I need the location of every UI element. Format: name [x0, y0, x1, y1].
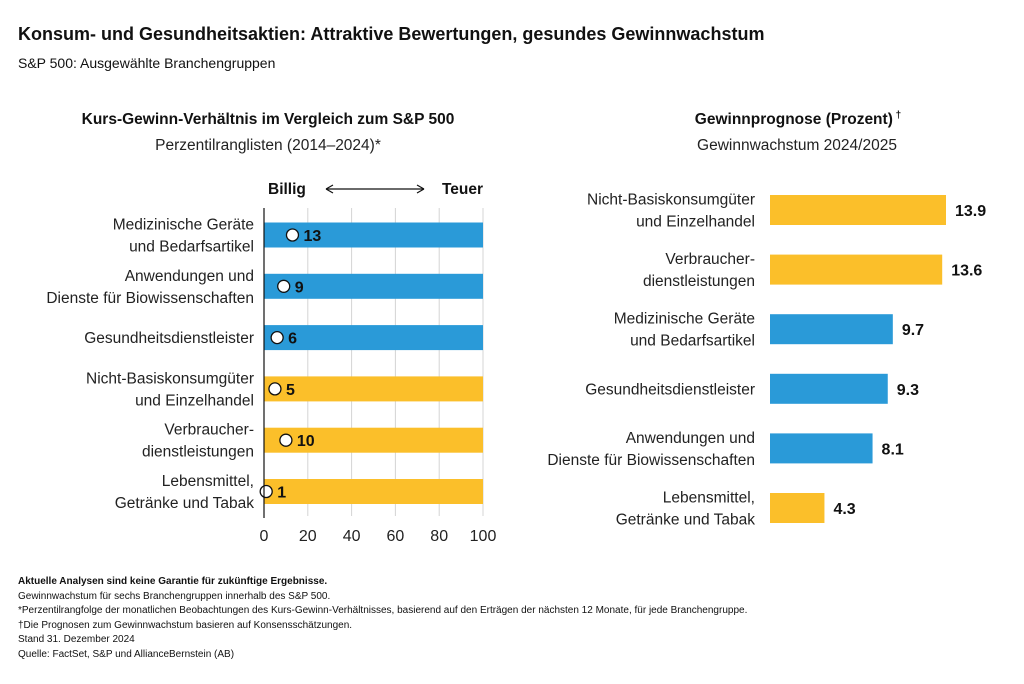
percentile-marker	[270, 330, 284, 345]
x-tick-label: 60	[387, 528, 405, 545]
growth-value-label: 13.6	[951, 263, 982, 280]
footnote-scope: Gewinnwachstum für sechs Branchengruppen…	[18, 590, 331, 602]
page-title: Konsum- und Gesundheitsaktien: Attraktiv…	[18, 24, 765, 44]
growth-bar	[770, 254, 943, 285]
footnotes: Aktuelle Analysen sind keine Garantie fü…	[18, 575, 747, 663]
left-category-label: Gesundheitsdienstleister	[84, 330, 254, 347]
left-category-label: dienstleistungen	[142, 444, 254, 461]
x-tick-label: 40	[343, 528, 361, 545]
x-tick-label: 80	[430, 528, 448, 545]
left-category-label: Anwendungen und	[125, 268, 254, 285]
footnote-disclaimer: Aktuelle Analysen sind keine Garantie fü…	[18, 576, 328, 587]
footnote-source: Quelle: FactSet, S&P und AllianceBernste…	[18, 648, 235, 660]
scale-arrow-left-head	[325, 184, 334, 194]
percentile-bar	[264, 273, 483, 299]
growth-value-label: 4.3	[833, 501, 855, 518]
left-category-label: Dienste für Biowissenschaften	[46, 290, 254, 307]
growth-value-label: 9.3	[897, 382, 919, 399]
scale-arrow-right-head	[416, 184, 425, 194]
right-category-label: Nicht-Basiskonsumgüter	[587, 192, 755, 209]
x-tick-label: 20	[299, 528, 317, 545]
right-category-label: Getränke und Tabak	[616, 512, 756, 529]
percentile-bar	[264, 376, 483, 402]
scale-left-label: Billig	[268, 181, 306, 198]
percentile-bar	[264, 479, 483, 504]
left-category-label: Lebensmittel,	[162, 473, 254, 490]
growth-bar	[770, 314, 893, 345]
percentile-marker	[268, 382, 282, 396]
percentile-marker	[277, 279, 291, 293]
footnote-date: Stand 31. Dezember 2024	[18, 634, 135, 646]
growth-bar	[770, 373, 888, 404]
right-category-label: dienstleistungen	[643, 273, 755, 290]
percentile-value-label: 5	[286, 382, 295, 399]
right-category-label: und Bedarfsartikel	[630, 333, 755, 350]
left-category-label: und Bedarfsartikel	[129, 239, 254, 256]
footnote-dagger: †Die Prognosen zum Gewinnwachstum basier…	[18, 619, 353, 631]
left-category-label: Nicht-Basiskonsumgüter	[86, 370, 254, 387]
percentile-value-label: 13	[303, 228, 321, 245]
percentile-marker	[259, 484, 273, 499]
percentile-value-label: 10	[297, 433, 315, 450]
right-category-label: Verbraucher-	[665, 251, 755, 268]
left-category-label: und Einzelhandel	[135, 392, 254, 409]
right-category-label: Dienste für Biowissenschaften	[547, 452, 755, 469]
x-tick-label: 100	[470, 528, 497, 545]
growth-value-label: 13.9	[955, 203, 986, 220]
percentile-bar	[264, 427, 483, 453]
footnote-asterisk: *Perzentilrangfolge der monatlichen Beob…	[18, 605, 748, 617]
right-category-label: und Einzelhandel	[636, 214, 755, 231]
left-chart-subtitle: Perzentilranglisten (2014–2024)*	[155, 137, 381, 154]
right-category-label: Lebensmittel,	[663, 490, 755, 507]
growth-bar	[770, 433, 873, 464]
left-category-label: Getränke und Tabak	[115, 495, 255, 512]
left-category-label: Medizinische Geräte	[113, 217, 254, 234]
right-category-label: Gesundheitsdienstleister	[585, 381, 755, 398]
percentile-value-label: 1	[277, 485, 286, 502]
page-subtitle: S&P 500: Ausgewählte Branchengruppen	[18, 55, 276, 71]
left-chart-title: Kurs-Gewinn-Verhältnis im Vergleich zum …	[82, 111, 455, 128]
percentile-marker	[285, 228, 300, 242]
x-tick-label: 0	[260, 528, 269, 545]
growth-bar	[770, 195, 946, 225]
percentile-value-label: 9	[295, 279, 304, 296]
growth-value-label: 9.7	[902, 322, 924, 339]
growth-bar	[770, 493, 825, 523]
right-chart-title-text: Gewinnprognose (Prozent)	[695, 111, 893, 128]
percentile-value-label: 6	[288, 331, 297, 348]
right-chart-title: Gewinnprognose (Prozent) †	[695, 110, 901, 128]
right-category-label: Anwendungen und	[626, 430, 755, 447]
right-chart-title-mark: †	[893, 110, 901, 121]
scale-right-label: Teuer	[442, 181, 483, 198]
right-category-label: Medizinische Geräte	[614, 311, 755, 328]
percentile-bar	[264, 325, 483, 351]
percentile-marker	[279, 433, 293, 447]
left-category-label: Verbraucher-	[164, 422, 254, 439]
percentile-bar	[264, 222, 483, 248]
growth-value-label: 8.1	[882, 441, 904, 458]
right-chart-subtitle: Gewinnwachstum 2024/2025	[697, 137, 897, 154]
